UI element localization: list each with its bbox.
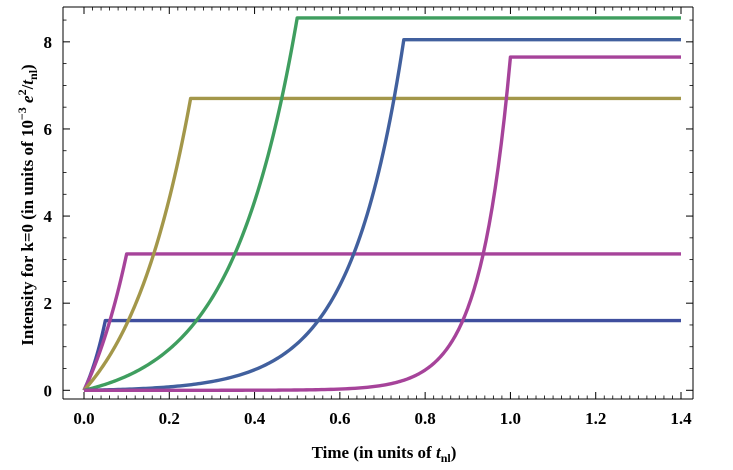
- y-tick-label: 4: [44, 207, 53, 226]
- x-tick-label: 1.4: [670, 409, 692, 428]
- ticks-layer: 0.0 0.2 0.4 0.6 0.8 1.0 1.2 1.4 0 2 4 6 8: [44, 7, 693, 428]
- x-tick-label: 1.0: [500, 409, 521, 428]
- y-axis-label: Intensity for k=0 (in units of 10−3 e2/t…: [15, 64, 40, 345]
- x-tick-label: 0.4: [244, 409, 266, 428]
- axes-layer: [62, 6, 694, 400]
- series-line-4: [83, 16, 681, 392]
- series-line-3: [82, 96, 681, 392]
- x-tick-label: 0.6: [329, 409, 350, 428]
- y-tick-label: 0: [44, 381, 53, 400]
- x-axis-label: Time (in units of tnl): [312, 443, 457, 465]
- x-tick-label: 0.8: [415, 409, 436, 428]
- series-line-2: [82, 252, 681, 392]
- series-layer: [82, 16, 681, 392]
- y-tick-label: 6: [44, 120, 53, 139]
- x-tick-label: 0.0: [73, 409, 94, 428]
- series-line-6: [84, 55, 681, 392]
- x-tick-label: 0.2: [159, 409, 180, 428]
- y-tick-label: 2: [44, 294, 53, 313]
- x-tick-label: 1.2: [585, 409, 606, 428]
- y-tick-label: 8: [44, 33, 53, 52]
